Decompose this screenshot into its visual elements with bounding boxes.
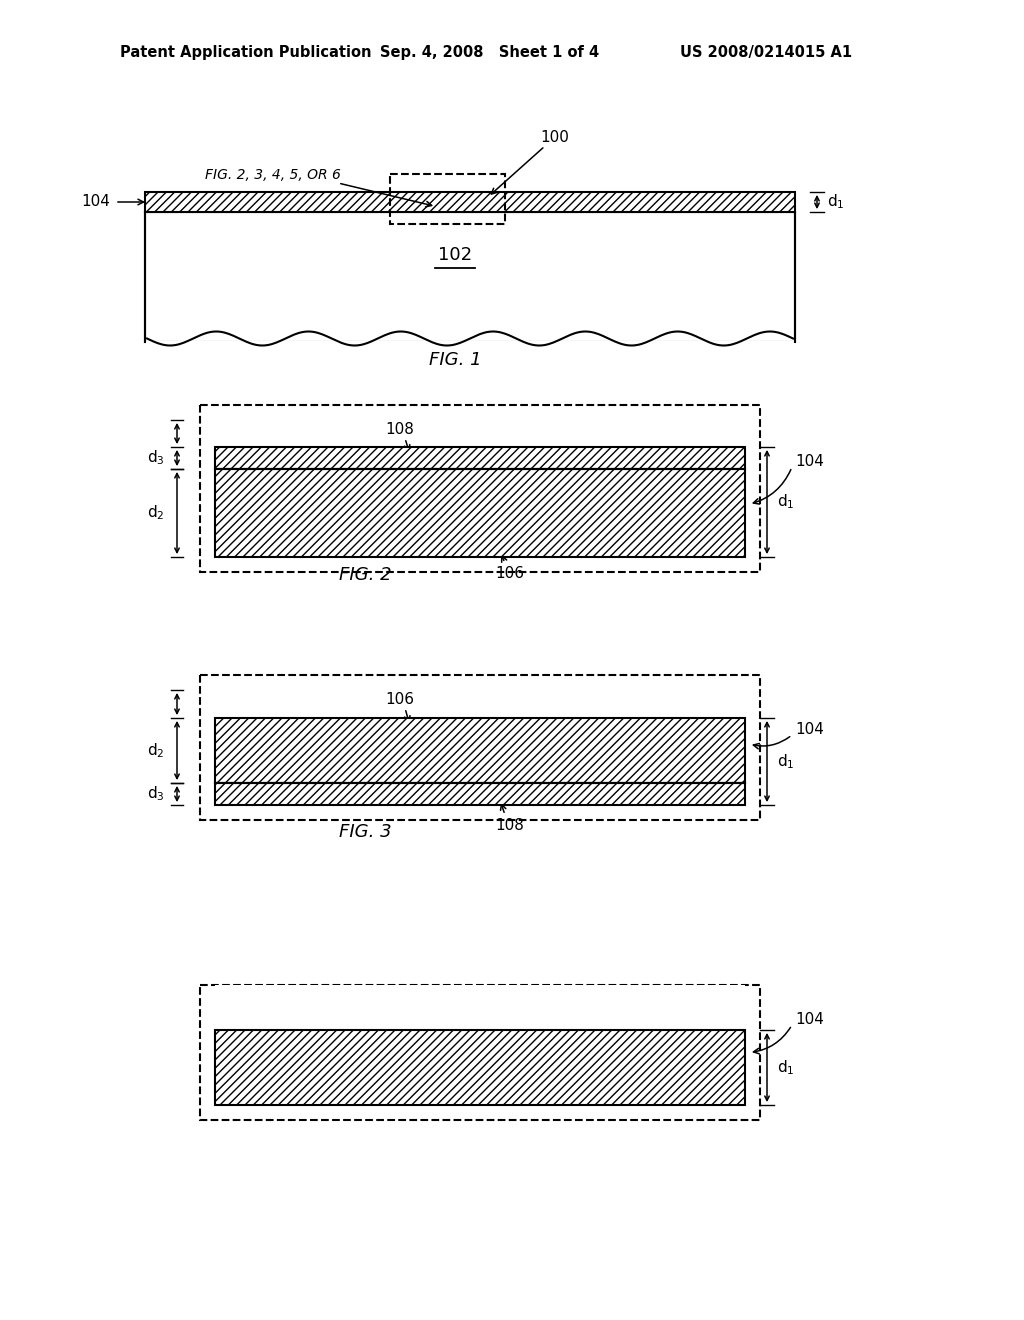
Text: FIG. 1: FIG. 1 [429, 351, 481, 370]
Bar [145, 191, 795, 213]
Text: Sep. 4, 2008   Sheet 1 of 4: Sep. 4, 2008 Sheet 1 of 4 [380, 45, 599, 59]
Text: 104: 104 [795, 1012, 824, 1027]
Bar [200, 405, 760, 572]
Text: d$_2$: d$_2$ [147, 741, 165, 760]
Text: d$_1$: d$_1$ [827, 193, 845, 211]
Text: 108: 108 [496, 817, 524, 833]
Text: 108: 108 [386, 422, 415, 437]
Text: US 2008/0214015 A1: US 2008/0214015 A1 [680, 45, 852, 59]
Text: 102: 102 [438, 246, 472, 264]
Text: 110: 110 [485, 1088, 514, 1102]
Text: Patent Application Publication: Patent Application Publication [120, 45, 372, 59]
Text: d$_3$: d$_3$ [147, 449, 165, 467]
Bar [215, 985, 745, 1030]
Text: d$_1$: d$_1$ [777, 492, 795, 511]
Text: d$_1$: d$_1$ [777, 1059, 795, 1077]
Bar [215, 718, 745, 783]
Text: d$_2$: d$_2$ [147, 504, 165, 523]
Bar [200, 985, 760, 1119]
Text: FIG. 3: FIG. 3 [339, 822, 391, 841]
Text: FIG. 2, 3, 4, 5, OR 6: FIG. 2, 3, 4, 5, OR 6 [205, 168, 341, 182]
Text: 106: 106 [385, 693, 415, 708]
Bar [215, 447, 745, 469]
Text: FIG. 4: FIG. 4 [339, 1089, 391, 1107]
Text: 106: 106 [496, 565, 524, 581]
Bar [200, 675, 760, 820]
Text: FIG. 2: FIG. 2 [339, 566, 391, 583]
Bar [215, 783, 745, 805]
Bar [215, 469, 745, 557]
Bar [215, 1030, 745, 1105]
Bar [390, 174, 505, 224]
Text: 104: 104 [795, 454, 824, 470]
Bar [145, 213, 795, 342]
Text: 100: 100 [541, 131, 569, 145]
Text: 104: 104 [795, 722, 824, 738]
Text: d$_3$: d$_3$ [147, 784, 165, 804]
Text: d$_1$: d$_1$ [777, 752, 795, 771]
Text: 104: 104 [81, 194, 110, 210]
